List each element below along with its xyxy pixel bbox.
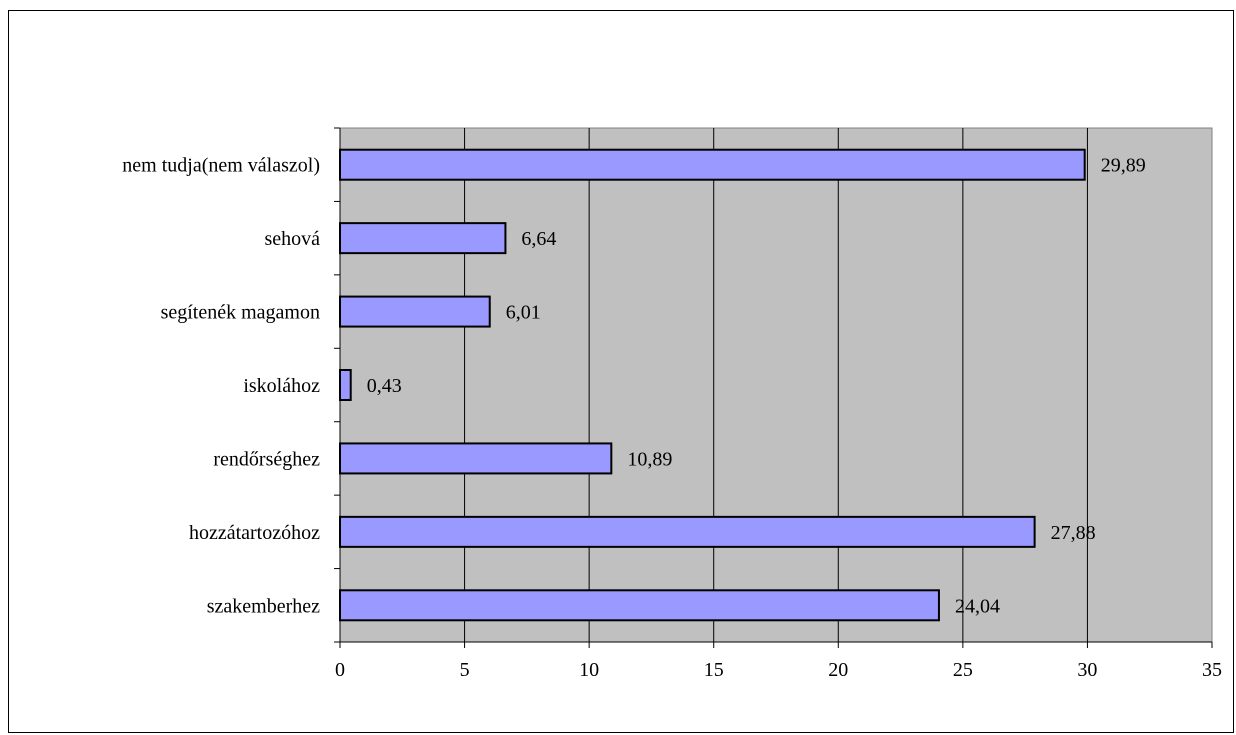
labels: 0 5 10 15 20 25 30 35 nem tudja(nem válaszol) 29,… bbox=[122, 155, 1222, 681]
bars bbox=[339, 148, 1086, 622]
data-label: 24,04 bbox=[955, 595, 1000, 617]
x-tick-label: 5 bbox=[460, 659, 470, 681]
x-tick-label: 0 bbox=[335, 659, 345, 681]
x-tick-label: 35 bbox=[1202, 659, 1222, 681]
x-tick-label: 20 bbox=[828, 659, 848, 681]
x-tick-label: 15 bbox=[704, 659, 724, 681]
category-label: sehová bbox=[264, 228, 320, 250]
x-tick-label: 10 bbox=[579, 659, 599, 681]
gridlines bbox=[464, 128, 1088, 642]
data-label: 6,01 bbox=[506, 302, 541, 324]
data-label: 27,88 bbox=[1051, 522, 1096, 544]
axes bbox=[334, 127, 1213, 648]
bar bbox=[339, 295, 491, 328]
data-label: 10,89 bbox=[627, 448, 672, 470]
bar bbox=[339, 369, 352, 401]
bar bbox=[339, 515, 1036, 548]
x-tick-label: 25 bbox=[953, 659, 973, 681]
data-label: 0,43 bbox=[367, 375, 402, 397]
bar bbox=[339, 222, 507, 255]
x-tick-label: 30 bbox=[1077, 659, 1097, 681]
category-label: nem tudja(nem válaszol) bbox=[122, 155, 320, 177]
data-label: 29,89 bbox=[1101, 155, 1146, 177]
category-label: szakemberhez bbox=[207, 595, 320, 617]
category-label: segítenék magamon bbox=[161, 302, 320, 324]
bar bbox=[339, 148, 1086, 181]
bar bbox=[339, 589, 940, 622]
plot-area bbox=[339, 127, 1213, 643]
category-label: iskolához bbox=[243, 375, 320, 397]
category-label: rendőrséghez bbox=[213, 448, 320, 470]
bar bbox=[339, 442, 613, 475]
category-label: hozzátartozóhoz bbox=[189, 522, 320, 544]
data-label: 6,64 bbox=[521, 228, 556, 250]
